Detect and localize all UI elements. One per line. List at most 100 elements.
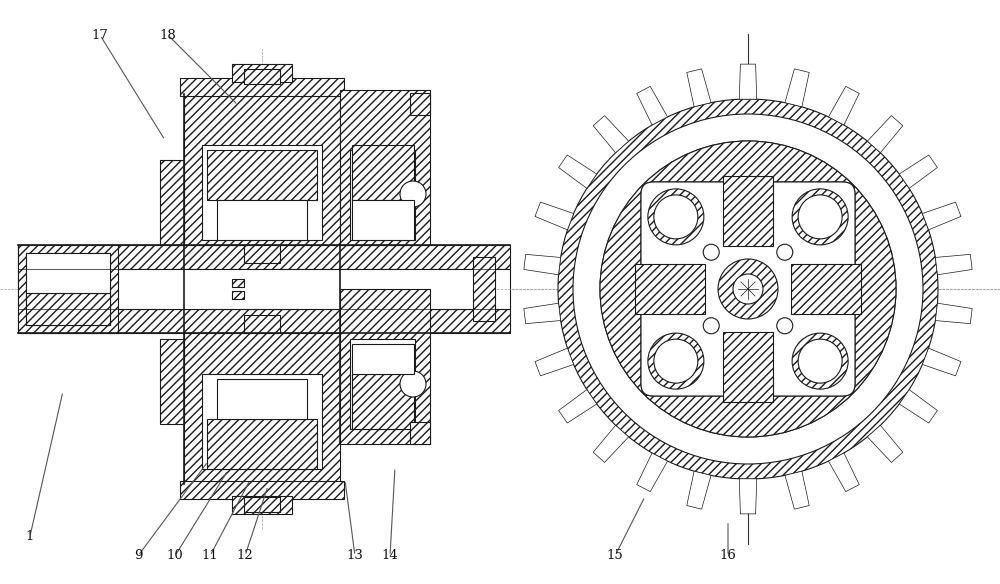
Circle shape <box>558 99 938 479</box>
Bar <box>410 422 430 444</box>
Polygon shape <box>922 202 961 230</box>
Bar <box>723 332 773 402</box>
Text: 10: 10 <box>167 550 183 562</box>
Bar <box>217 379 307 419</box>
Circle shape <box>648 189 704 245</box>
Bar <box>340 90 430 245</box>
Text: 13: 13 <box>347 550 363 562</box>
Circle shape <box>648 333 704 389</box>
Polygon shape <box>828 453 859 492</box>
Text: 9: 9 <box>134 550 142 562</box>
Bar <box>635 264 705 314</box>
Polygon shape <box>593 116 629 152</box>
Circle shape <box>600 141 896 437</box>
Bar <box>232 496 292 514</box>
FancyBboxPatch shape <box>641 182 855 396</box>
Bar <box>340 289 430 444</box>
Text: 12: 12 <box>237 550 253 562</box>
Polygon shape <box>637 86 668 125</box>
Polygon shape <box>867 425 903 463</box>
Bar <box>26 293 110 325</box>
Polygon shape <box>559 155 597 189</box>
Polygon shape <box>935 255 972 275</box>
Bar <box>244 497 280 512</box>
Polygon shape <box>785 69 809 107</box>
Text: 15: 15 <box>607 550 623 562</box>
Polygon shape <box>524 255 561 275</box>
Circle shape <box>600 141 896 437</box>
Polygon shape <box>687 471 711 509</box>
Bar <box>232 291 244 299</box>
Text: 11: 11 <box>202 550 218 562</box>
Bar <box>352 200 414 240</box>
Bar <box>202 145 322 240</box>
Bar <box>180 78 344 96</box>
Polygon shape <box>935 303 972 324</box>
Polygon shape <box>559 390 597 423</box>
Circle shape <box>718 259 778 319</box>
Polygon shape <box>899 155 937 189</box>
Bar <box>244 315 280 333</box>
Bar <box>244 69 280 84</box>
Bar <box>232 279 244 287</box>
Bar <box>723 176 773 246</box>
Text: 18: 18 <box>160 29 176 41</box>
Circle shape <box>400 371 426 397</box>
Circle shape <box>400 181 426 207</box>
Polygon shape <box>899 390 937 423</box>
Polygon shape <box>785 471 809 509</box>
Circle shape <box>703 244 719 260</box>
Bar <box>473 257 495 321</box>
Text: 1: 1 <box>26 530 34 543</box>
Bar <box>791 264 861 314</box>
Bar <box>350 339 415 429</box>
FancyBboxPatch shape <box>641 182 855 396</box>
Bar <box>202 374 322 469</box>
Circle shape <box>733 274 763 304</box>
Circle shape <box>573 114 923 464</box>
Bar <box>184 94 340 245</box>
Circle shape <box>777 244 793 260</box>
Circle shape <box>798 339 842 383</box>
Bar <box>160 160 184 245</box>
Bar <box>217 200 307 240</box>
Bar <box>244 245 280 263</box>
Bar <box>352 374 414 429</box>
Polygon shape <box>867 116 903 152</box>
Bar <box>207 150 317 200</box>
Circle shape <box>792 333 848 389</box>
Polygon shape <box>535 348 574 376</box>
Polygon shape <box>739 479 757 514</box>
Polygon shape <box>922 348 961 376</box>
Polygon shape <box>524 303 561 324</box>
Circle shape <box>703 318 719 334</box>
Bar <box>352 344 414 374</box>
Bar <box>18 269 510 309</box>
Bar <box>180 481 344 499</box>
Text: 16: 16 <box>720 550 736 562</box>
Polygon shape <box>687 69 711 107</box>
Polygon shape <box>637 453 668 492</box>
Bar <box>18 245 118 333</box>
Polygon shape <box>828 86 859 125</box>
Bar <box>160 339 184 424</box>
Bar <box>352 145 414 200</box>
Text: 14: 14 <box>382 550 398 562</box>
Bar <box>184 333 340 484</box>
Bar <box>207 419 317 469</box>
Polygon shape <box>535 202 574 230</box>
Polygon shape <box>593 425 629 463</box>
Circle shape <box>777 318 793 334</box>
Bar <box>26 253 110 293</box>
Polygon shape <box>739 64 757 99</box>
Circle shape <box>792 189 848 245</box>
Bar <box>26 253 110 325</box>
Text: 17: 17 <box>92 29 108 41</box>
Bar <box>350 150 415 240</box>
Circle shape <box>654 195 698 239</box>
Bar <box>232 64 292 82</box>
Circle shape <box>654 339 698 383</box>
Circle shape <box>798 195 842 239</box>
Bar <box>18 309 510 333</box>
Bar <box>18 245 510 269</box>
